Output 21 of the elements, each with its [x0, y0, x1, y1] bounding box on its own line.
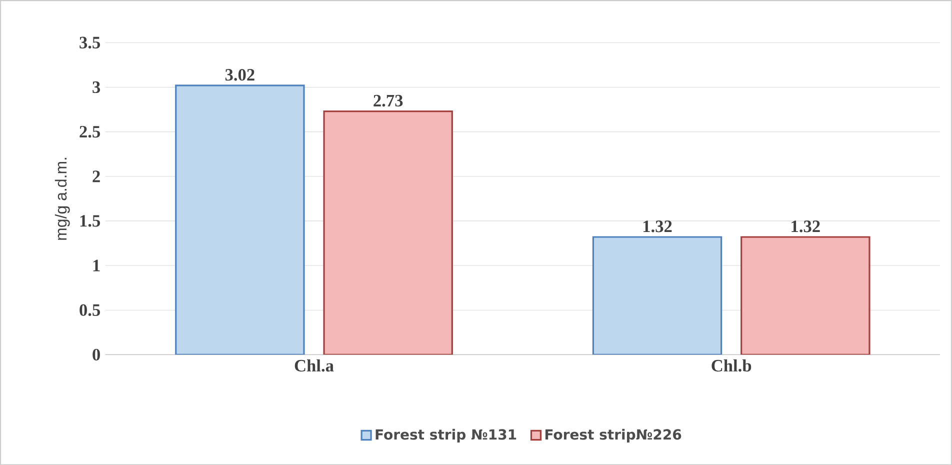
bar [175, 84, 305, 355]
y-axis-title: mg/g a.d.m. [54, 158, 70, 240]
y-tick-label: 1.5 [80, 214, 100, 227]
y-tick-label: 0 [92, 348, 100, 360]
legend-label: Forest strip №131 [376, 428, 516, 442]
x-tick-label: Chl.a [294, 359, 334, 372]
data-label: 3.02 [225, 68, 254, 81]
y-tick-label: 2 [92, 170, 100, 182]
y-tick-label: 3 [92, 81, 100, 93]
y-tick-label: 1 [93, 260, 100, 272]
data-label: 1.32 [792, 220, 820, 232]
x-tick-label: Chl.b [712, 359, 752, 372]
bar [740, 236, 870, 355]
y-tick-label: 0.5 [80, 304, 100, 316]
legend-label: Forest strip№226 [545, 428, 682, 442]
y-tick-label: 3.5 [80, 36, 100, 48]
data-label: 1.32 [643, 220, 672, 232]
bar [323, 110, 453, 355]
y-tick-label: 2.5 [80, 126, 100, 138]
bar [592, 236, 722, 355]
data-label: 2.73 [374, 94, 403, 106]
